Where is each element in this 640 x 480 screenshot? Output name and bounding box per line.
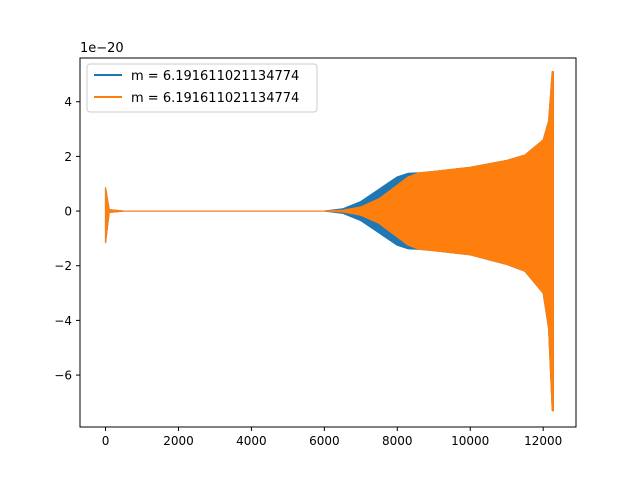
y-tick-label: −6 <box>54 369 72 383</box>
y-axis: −6 −4 −2 0 2 4 <box>54 95 80 383</box>
y-tick-label: 4 <box>64 95 72 109</box>
x-tick-label: 2000 <box>163 434 194 448</box>
y-tick-label: −4 <box>54 314 72 328</box>
x-tick-label: 12000 <box>524 434 562 448</box>
legend-label-series-2: m = 6.191611021134774 <box>131 91 299 106</box>
legend-label-series-1: m = 6.191611021134774 <box>131 69 299 84</box>
x-tick-label: 8000 <box>382 434 413 448</box>
axes-frame <box>79 57 577 428</box>
legend-box <box>86 63 318 113</box>
y-tick-label: 2 <box>64 150 72 164</box>
series-layer <box>104 71 554 412</box>
series-2-oscillation <box>104 71 554 412</box>
x-tick-label: 4000 <box>236 434 267 448</box>
y-offset-label: 1e−20 <box>80 41 124 56</box>
x-axis: 0 2000 4000 6000 8000 10000 12000 <box>102 427 562 448</box>
x-tick-label: 0 <box>102 434 110 448</box>
y-tick-label: −2 <box>54 259 72 273</box>
legend: m = 6.191611021134774 m = 6.191611021134… <box>86 63 318 113</box>
x-tick-label: 6000 <box>309 434 340 448</box>
x-tick-label: 10000 <box>451 434 489 448</box>
y-tick-label: 0 <box>64 205 72 219</box>
